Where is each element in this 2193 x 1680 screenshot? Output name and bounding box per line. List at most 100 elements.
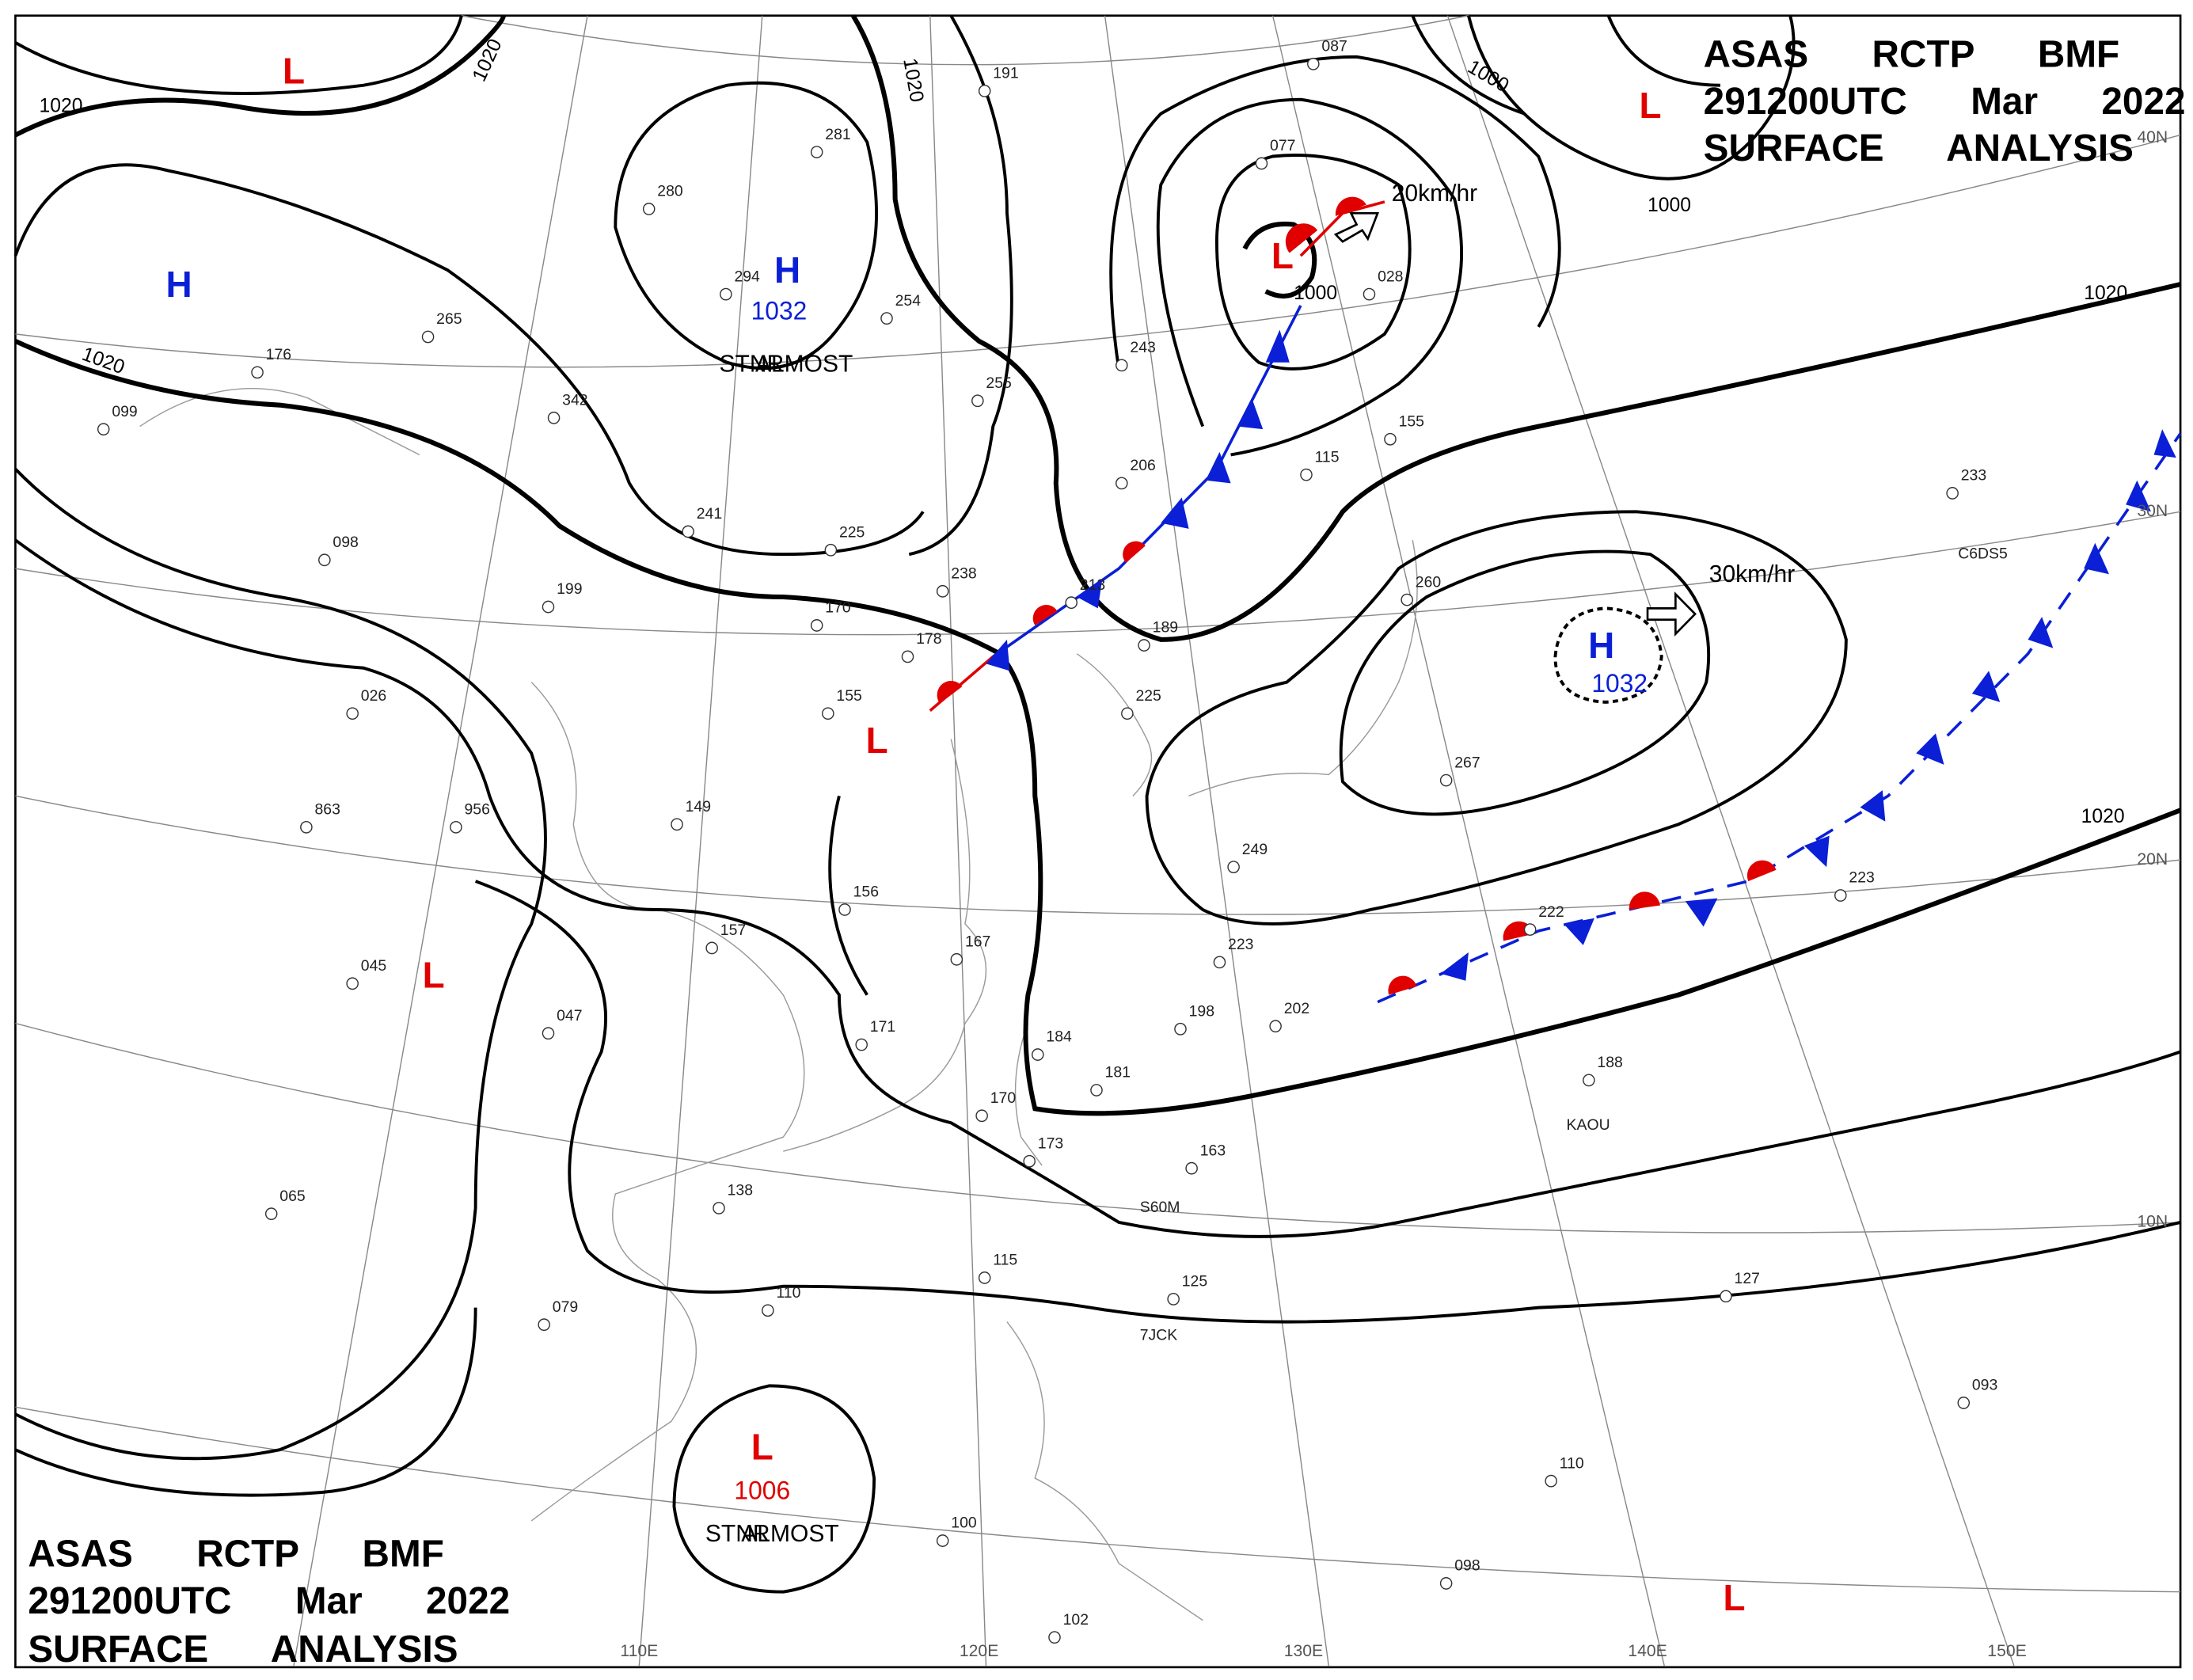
station-value: 238 — [951, 564, 977, 582]
station-value: 163 — [1200, 1142, 1226, 1159]
station-circle — [936, 584, 949, 598]
header-line: SURFACE ANALYSIS — [1704, 127, 2134, 169]
station-value: 191 — [993, 64, 1018, 82]
station-value: 265 — [436, 310, 462, 328]
station-value: 255 — [986, 374, 1012, 392]
station-value: 157 — [720, 922, 746, 939]
station-value: 225 — [839, 523, 865, 541]
high-center: H — [166, 264, 192, 305]
longitude-label: 150E — [1987, 1641, 2026, 1660]
station-circle — [880, 312, 893, 325]
station-circle — [1023, 1154, 1036, 1168]
station-value: 170 — [825, 599, 851, 616]
station-circle — [1121, 707, 1134, 720]
isobar-label: 1020 — [2084, 282, 2127, 304]
low-center: L — [866, 720, 888, 761]
station-circle — [1213, 956, 1226, 969]
station-circle — [824, 543, 838, 557]
station-value: 170 — [990, 1089, 1017, 1107]
station-circle — [1032, 1048, 1044, 1061]
station-circle — [1255, 157, 1268, 170]
station-value: 342 — [562, 391, 587, 409]
station-value: 100 — [951, 1515, 977, 1532]
motion-label: 30km/hr — [1709, 561, 1795, 587]
station-circle — [838, 903, 851, 916]
station-circle — [1439, 773, 1453, 787]
station-circle — [1363, 287, 1376, 301]
header-line: ASAS RCTP BMF — [28, 1532, 444, 1575]
station-value: 206 — [1130, 457, 1156, 474]
station-value: 241 — [697, 505, 722, 523]
station-circle — [1167, 1292, 1180, 1306]
station-value: 189 — [1153, 619, 1178, 637]
station-circle — [1090, 1084, 1103, 1097]
low-center: L — [423, 954, 445, 995]
station-circle — [1048, 1631, 1061, 1644]
fronts — [929, 196, 2182, 1004]
station-value: 188 — [1597, 1054, 1623, 1071]
station-value: 077 — [1270, 137, 1295, 154]
motion-label: 20km/hr — [1392, 181, 1477, 207]
station-circle — [975, 1109, 988, 1123]
center-pressure: 1000 — [1294, 282, 1337, 304]
station-value: 181 — [1105, 1064, 1131, 1081]
station-value: 171 — [870, 1018, 895, 1036]
station-value: 178 — [916, 630, 942, 648]
station-value: 863 — [314, 800, 340, 818]
station-circle — [855, 1038, 868, 1051]
station-circle — [810, 146, 823, 158]
station-value: 223 — [1849, 869, 1875, 887]
station-circle — [1116, 477, 1128, 490]
station-circle — [1269, 1020, 1282, 1033]
header-line: 291200UTC Mar 2022 — [28, 1579, 510, 1622]
low-center: L — [283, 50, 305, 91]
station-circle — [542, 600, 555, 614]
high-center: H — [774, 249, 800, 291]
station-circle — [682, 525, 694, 538]
station-circle — [1307, 57, 1320, 70]
coastlines — [139, 388, 1418, 1621]
station-circle — [1300, 468, 1313, 481]
station-circle — [1946, 487, 1959, 500]
low-center: L — [1640, 84, 1662, 125]
station-value: 127 — [1735, 1270, 1760, 1287]
station-circle — [1523, 923, 1537, 937]
station-circle — [1174, 1022, 1187, 1036]
station-value: 281 — [825, 126, 850, 143]
longitude-label: 130E — [1284, 1641, 1323, 1660]
station-value: 243 — [1130, 339, 1156, 356]
station-circle — [346, 707, 359, 720]
station-value: 149 — [686, 798, 711, 815]
station-value: 155 — [836, 687, 862, 705]
latitude-label: 20N — [2137, 850, 2168, 869]
station-value: 026 — [361, 687, 387, 705]
station-circle — [1227, 861, 1240, 874]
station-circle — [1545, 1474, 1557, 1488]
station-circle — [300, 820, 313, 834]
station-value: 115 — [1315, 448, 1340, 466]
station-value: 233 — [1961, 466, 1987, 484]
station-value: 184 — [1046, 1028, 1072, 1046]
header-line: 291200UTC Mar 2022 — [1704, 80, 2186, 123]
station-circle — [810, 619, 823, 632]
station-value: 254 — [895, 292, 922, 310]
station-circle — [264, 1207, 278, 1221]
station-value: 079 — [553, 1298, 578, 1316]
station-circle — [978, 84, 991, 97]
station-circle — [547, 411, 561, 424]
station-value: 294 — [734, 268, 760, 285]
station-value: 138 — [728, 1182, 754, 1199]
station-circle — [318, 553, 331, 567]
station-value: 098 — [333, 534, 359, 551]
high-center: H — [1588, 625, 1614, 666]
station-value: 028 — [1378, 268, 1404, 285]
low-center: L — [1724, 1576, 1746, 1617]
station-id: 7JCK — [1140, 1327, 1177, 1344]
station-circle — [1138, 639, 1150, 652]
station-circle — [251, 366, 264, 379]
station-circle — [936, 1534, 949, 1547]
station-circle — [950, 952, 963, 966]
isobar-label: 1000 — [1648, 194, 1691, 216]
station-value: 267 — [1454, 754, 1480, 771]
